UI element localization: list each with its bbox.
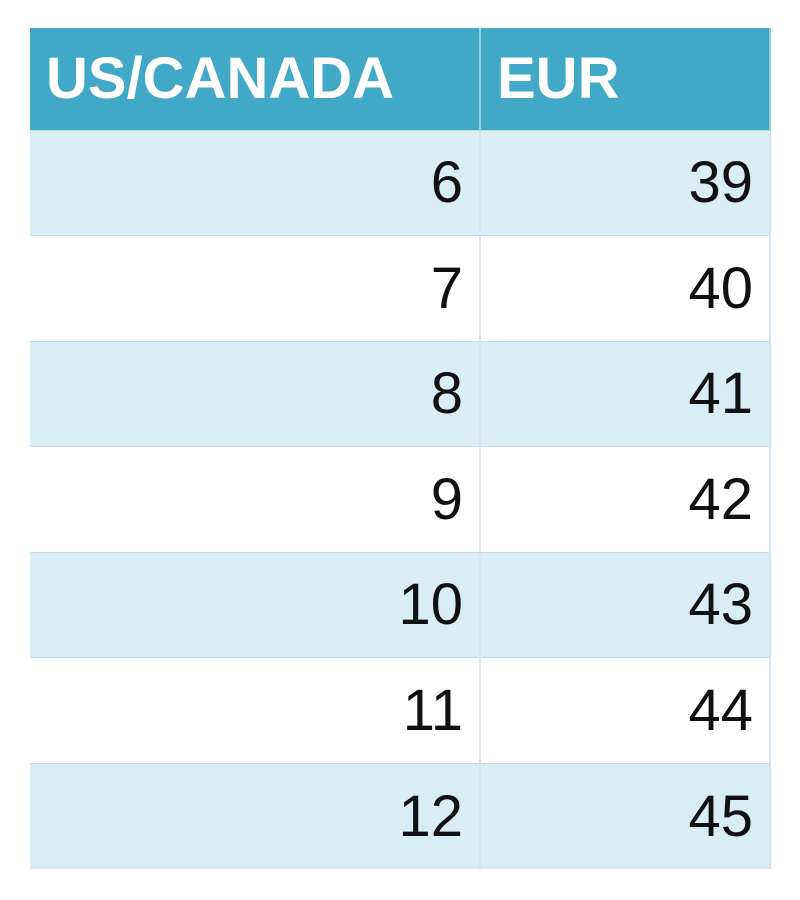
table-row: 9 42 [30, 446, 771, 552]
size-table: US/CANADA EUR 6 39 7 40 8 41 9 42 10 43 11 44 12 45 [30, 28, 771, 869]
table-row: 11 44 [30, 657, 771, 763]
table-cell: 10 [30, 551, 481, 658]
table-cell: 43 [480, 551, 771, 658]
table-row: 8 41 [30, 340, 771, 447]
table-row: 7 40 [30, 235, 771, 341]
header-cell: EUR [480, 28, 771, 130]
header-row: US/CANADA EUR [30, 28, 771, 130]
table-body: 6 39 7 40 8 41 9 42 10 43 11 44 12 45 [30, 129, 771, 869]
table-cell: 9 [30, 446, 481, 552]
table-cell: 7 [30, 235, 481, 341]
table-cell: 8 [30, 340, 481, 447]
table-row: 10 43 [30, 551, 771, 658]
table-cell: 6 [30, 129, 481, 236]
table-cell: 41 [480, 340, 771, 447]
table-row: 12 45 [30, 762, 771, 869]
header-cell: US/CANADA [30, 28, 481, 130]
table-cell: 42 [480, 446, 771, 552]
table-cell: 44 [480, 657, 771, 763]
table-row: 6 39 [30, 129, 771, 236]
table-cell: 39 [480, 129, 771, 236]
table-cell: 12 [30, 762, 481, 869]
table-cell: 45 [480, 762, 771, 869]
table-cell: 40 [480, 235, 771, 341]
table-cell: 11 [30, 657, 481, 763]
table-header: US/CANADA EUR [30, 28, 771, 130]
